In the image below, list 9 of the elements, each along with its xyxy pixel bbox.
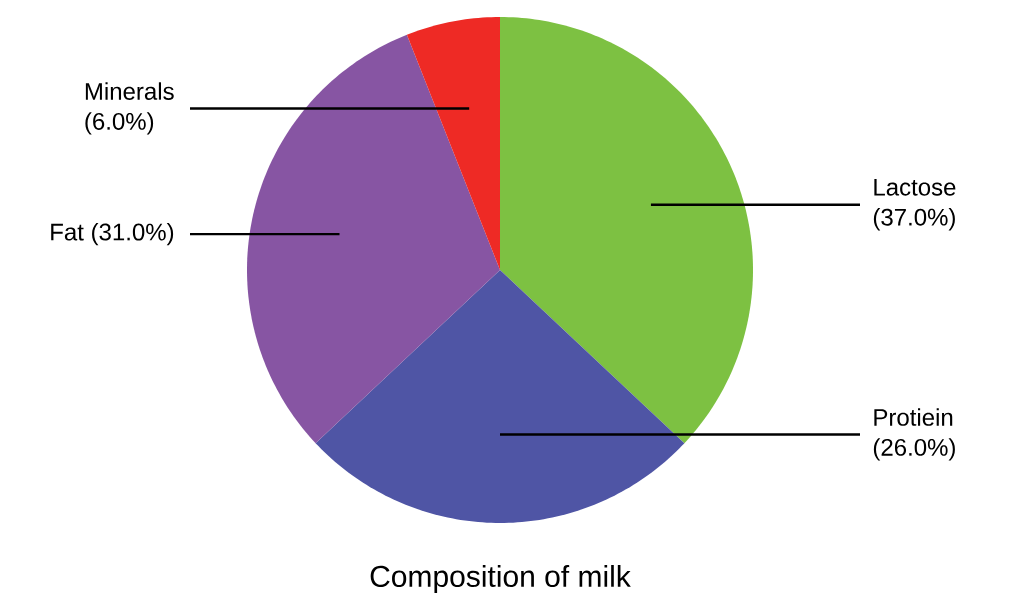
slice-label: Protiein <box>874 408 953 426</box>
slice-label: Minerals <box>85 82 174 100</box>
slice-label: Lactose <box>874 178 956 196</box>
slice-label: Fat <box>51 223 84 241</box>
data-label: (6.0%) <box>85 112 154 135</box>
data-label: (31.0%) <box>92 222 174 246</box>
data-label: (26.0%) <box>873 438 955 461</box>
text: Composition of milk <box>370 565 631 593</box>
data-label: (37.0%) <box>873 208 955 231</box>
